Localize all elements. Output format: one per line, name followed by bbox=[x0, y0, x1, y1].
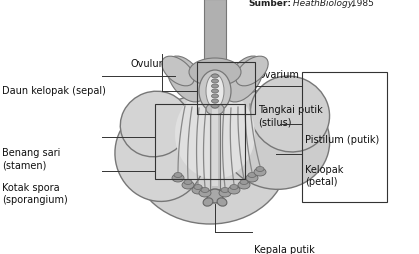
Ellipse shape bbox=[212, 100, 218, 104]
Ellipse shape bbox=[199, 189, 211, 197]
Ellipse shape bbox=[230, 185, 238, 190]
Ellipse shape bbox=[212, 105, 218, 108]
Ellipse shape bbox=[221, 188, 229, 193]
Ellipse shape bbox=[162, 57, 194, 87]
Text: 1985: 1985 bbox=[348, 0, 374, 8]
Ellipse shape bbox=[174, 173, 182, 178]
Polygon shape bbox=[212, 109, 218, 186]
Ellipse shape bbox=[228, 186, 240, 194]
Ellipse shape bbox=[238, 181, 250, 189]
Text: Kelopak
(petal): Kelopak (petal) bbox=[305, 164, 344, 187]
Text: Pistilum (putik): Pistilum (putik) bbox=[305, 134, 379, 145]
Ellipse shape bbox=[206, 75, 224, 108]
Ellipse shape bbox=[203, 198, 213, 206]
Ellipse shape bbox=[115, 107, 205, 202]
Text: Sumber:: Sumber: bbox=[248, 0, 291, 8]
Ellipse shape bbox=[192, 186, 204, 194]
Ellipse shape bbox=[217, 198, 227, 206]
Ellipse shape bbox=[194, 185, 202, 190]
Text: Kotak spora
(sporangium): Kotak spora (sporangium) bbox=[2, 182, 68, 204]
Ellipse shape bbox=[172, 174, 184, 182]
Ellipse shape bbox=[120, 92, 190, 157]
Text: Ovulum: Ovulum bbox=[130, 59, 168, 69]
Ellipse shape bbox=[167, 57, 205, 103]
Ellipse shape bbox=[212, 95, 218, 99]
Ellipse shape bbox=[236, 57, 268, 87]
Text: Benang sari
(stamen): Benang sari (stamen) bbox=[2, 147, 60, 170]
Polygon shape bbox=[210, 109, 220, 189]
Ellipse shape bbox=[251, 77, 330, 152]
Ellipse shape bbox=[246, 174, 258, 182]
Ellipse shape bbox=[219, 189, 231, 197]
Ellipse shape bbox=[220, 89, 330, 189]
Ellipse shape bbox=[212, 90, 218, 94]
Ellipse shape bbox=[212, 80, 218, 84]
Text: Ovarium: Ovarium bbox=[258, 70, 300, 80]
Bar bbox=[197, 63, 255, 115]
Ellipse shape bbox=[248, 173, 256, 178]
Text: HeathBiology,: HeathBiology, bbox=[290, 0, 355, 8]
Text: Daun kelopak (sepal): Daun kelopak (sepal) bbox=[2, 86, 106, 96]
Bar bbox=[302, 73, 387, 202]
Text: Kepala putik
(stigma): Kepala putik (stigma) bbox=[254, 244, 315, 254]
Ellipse shape bbox=[212, 85, 218, 89]
Ellipse shape bbox=[132, 95, 287, 224]
Bar bbox=[155, 105, 245, 179]
Ellipse shape bbox=[189, 59, 241, 87]
Ellipse shape bbox=[184, 180, 192, 185]
Ellipse shape bbox=[207, 189, 223, 203]
Ellipse shape bbox=[206, 104, 224, 116]
Ellipse shape bbox=[199, 71, 231, 113]
Text: Tangkai putik
(stilus): Tangkai putik (stilus) bbox=[258, 105, 323, 127]
Ellipse shape bbox=[256, 167, 264, 172]
Ellipse shape bbox=[225, 57, 263, 103]
Ellipse shape bbox=[175, 90, 255, 179]
Ellipse shape bbox=[182, 181, 194, 189]
Ellipse shape bbox=[254, 168, 266, 176]
Ellipse shape bbox=[240, 180, 248, 185]
Ellipse shape bbox=[212, 75, 218, 79]
Ellipse shape bbox=[201, 188, 209, 193]
Polygon shape bbox=[204, 0, 226, 77]
